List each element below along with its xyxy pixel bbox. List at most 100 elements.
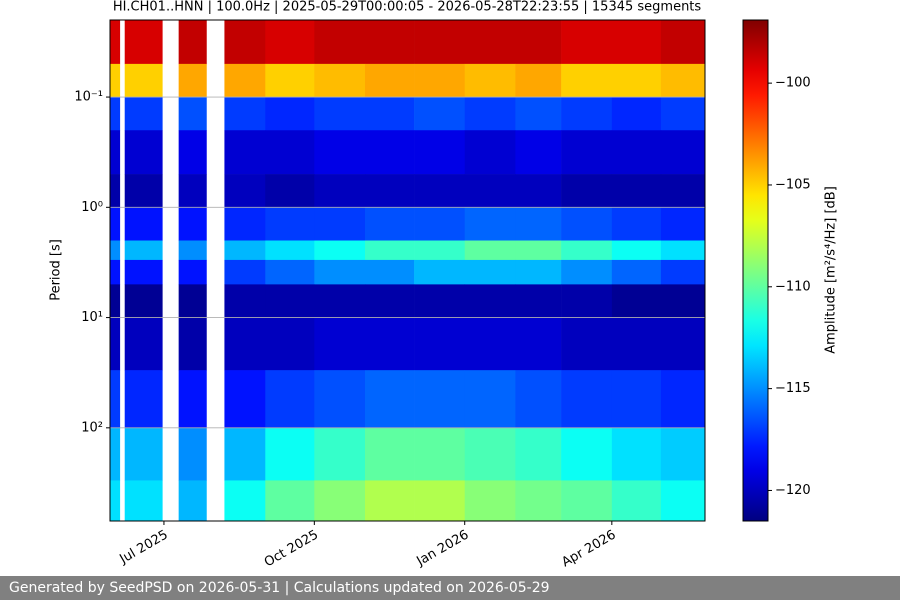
heatmap-cell (124, 63, 163, 98)
heatmap-cell (515, 284, 562, 318)
chart-title: HI.CH01..HNN | 100.0Hz | 2025-05-29T00:0… (113, 0, 702, 15)
heatmap-cell (110, 317, 121, 371)
heatmap-cell (110, 427, 121, 481)
heatmap-cell (611, 370, 662, 429)
heatmap-cell (178, 20, 207, 65)
heatmap-cell (515, 427, 562, 481)
heatmap-cell (314, 130, 366, 175)
colorbar-tick-label: −120 (775, 483, 811, 498)
x-tick-label: Jan 2026 (414, 528, 472, 570)
heatmap-cell (265, 480, 315, 522)
heatmap-cell (660, 259, 706, 285)
y-tick-label: 10¹ (81, 310, 103, 325)
heatmap-cell (178, 97, 207, 131)
heatmap-cell (314, 20, 366, 65)
heatmap-cell (365, 427, 415, 481)
heatmap-cell (660, 174, 706, 208)
heatmap-cell (515, 480, 562, 522)
heatmap-cell (265, 240, 315, 261)
heatmap-cell (265, 259, 315, 285)
y-tick-label: 10⁻¹ (74, 90, 103, 105)
heatmap-cell (365, 259, 415, 285)
heatmap-cell (265, 284, 315, 318)
heatmap-cell (561, 63, 613, 98)
heatmap-cell (660, 370, 706, 429)
heatmap-cell (110, 130, 121, 175)
heatmap-cell (660, 97, 706, 131)
heatmap-cell (414, 63, 466, 98)
heatmap-cell (265, 370, 315, 429)
heatmap-cell (365, 63, 415, 98)
heatmap-cell (124, 480, 163, 522)
heatmap-cell (515, 63, 562, 98)
heatmap-cell (660, 240, 706, 261)
heatmap-cell (265, 97, 315, 131)
heatmap-cell (464, 427, 516, 481)
heatmap-cell (611, 427, 662, 481)
heatmap-cell (365, 480, 415, 522)
heatmap-cell (178, 427, 207, 481)
heatmap-cell (561, 480, 613, 522)
heatmap-cell (178, 259, 207, 285)
heatmap-cell (110, 370, 121, 429)
heatmap-cell (314, 259, 366, 285)
heatmap-cell (414, 240, 466, 261)
heatmap (110, 20, 706, 522)
heatmap-cell (178, 317, 207, 371)
heatmap-cell (515, 240, 562, 261)
heatmap-cell (110, 240, 121, 261)
heatmap-cell (414, 207, 466, 241)
heatmap-cell (414, 259, 466, 285)
heatmap-cell (178, 480, 207, 522)
heatmap-cell (414, 284, 466, 318)
heatmap-cell (611, 240, 662, 261)
heatmap-cell (124, 240, 163, 261)
heatmap-cell (314, 370, 366, 429)
y-tick-label: 10⁰ (81, 200, 103, 215)
colorbar-tick-label: −115 (775, 381, 811, 396)
heatmap-cell (660, 20, 706, 65)
heatmap-cell (464, 130, 516, 175)
heatmap-cell (314, 63, 366, 98)
heatmap-cell (660, 480, 706, 522)
heatmap-cell (464, 317, 516, 371)
heatmap-cell (464, 20, 516, 65)
y-axis-label: Period [s] (49, 239, 64, 301)
heatmap-cell (611, 259, 662, 285)
heatmap-cell (124, 174, 163, 208)
heatmap-cell (110, 63, 121, 98)
heatmap-cell (178, 63, 207, 98)
heatmap-cell (515, 207, 562, 241)
heatmap-cell (124, 130, 163, 175)
heatmap-cell (314, 427, 366, 481)
heatmap-cell (515, 20, 562, 65)
heatmap-cell (365, 174, 415, 208)
heatmap-cell (660, 317, 706, 371)
heatmap-cell (124, 207, 163, 241)
heatmap-cell (464, 174, 516, 208)
heatmap-cell (414, 97, 466, 131)
heatmap-cell (464, 207, 516, 241)
heatmap-cell (561, 427, 613, 481)
heatmap-cell (464, 63, 516, 98)
heatmap-cell (515, 174, 562, 208)
colorbar-tick-label: −100 (775, 76, 811, 91)
heatmap-cell (365, 20, 415, 65)
heatmap-cell (178, 174, 207, 208)
heatmap-cell (611, 130, 662, 175)
heatmap-cell (660, 284, 706, 318)
heatmap-cell (224, 174, 266, 208)
heatmap-cell (611, 317, 662, 371)
heatmap-cell (110, 207, 121, 241)
heatmap-cell (224, 284, 266, 318)
heatmap-cell (124, 259, 163, 285)
heatmap-cell (265, 207, 315, 241)
colorbar (742, 19, 769, 522)
heatmap-cell (515, 317, 562, 371)
colorbar-label: Amplitude [m²/s⁴/Hz] [dB] (824, 186, 839, 354)
heatmap-cell (314, 207, 366, 241)
heatmap-cell (414, 370, 466, 429)
y-tick-label: 10² (81, 420, 103, 435)
heatmap-cell (224, 130, 266, 175)
